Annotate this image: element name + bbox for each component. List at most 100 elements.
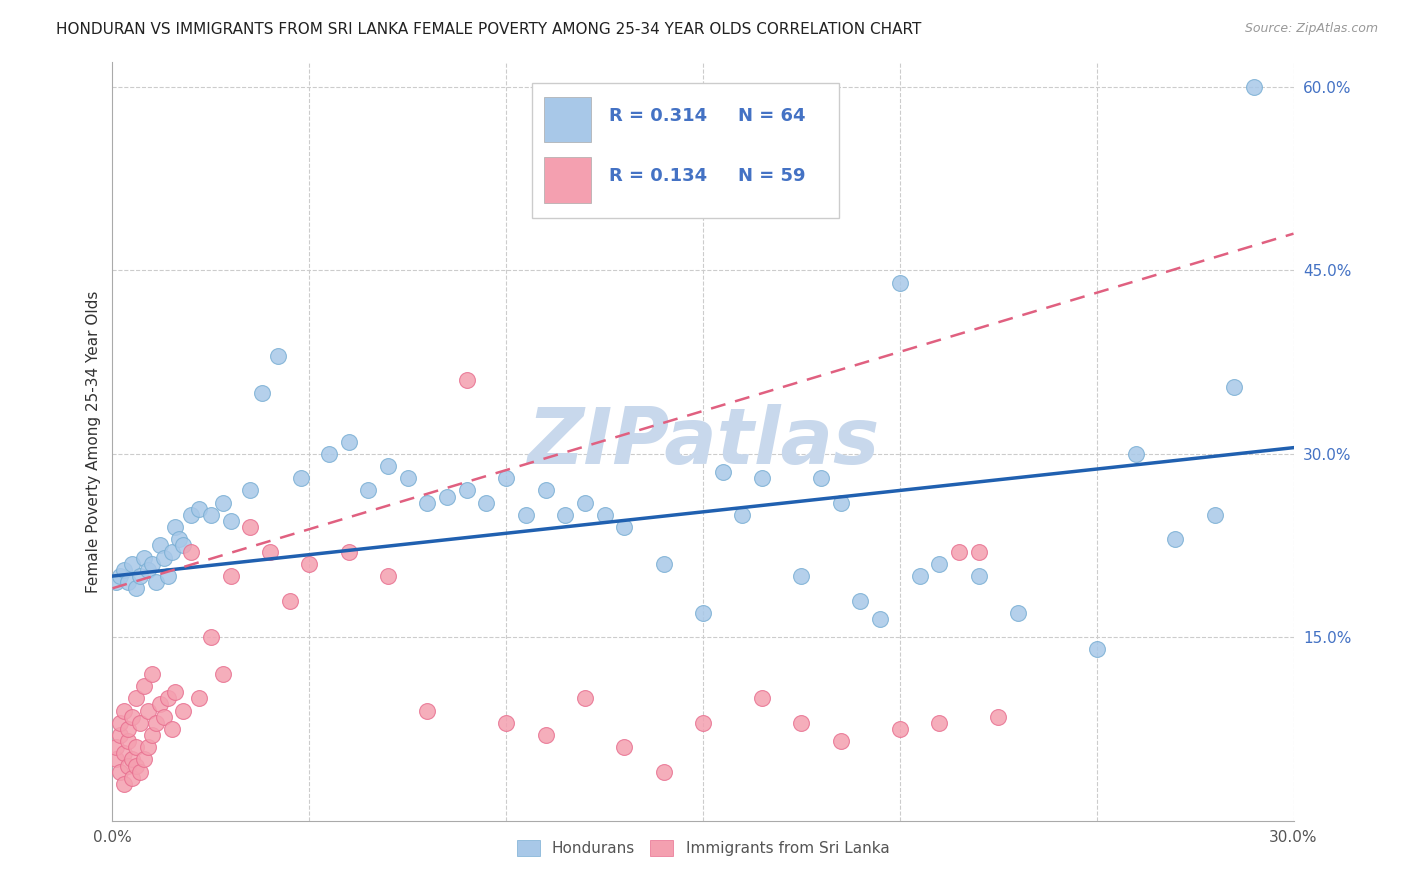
Point <box>121 771 143 785</box>
Point <box>711 465 734 479</box>
Point <box>129 715 152 730</box>
Point <box>298 557 321 571</box>
Point <box>790 569 813 583</box>
Point <box>156 569 179 583</box>
Point <box>121 557 143 571</box>
Point <box>593 508 616 522</box>
Point <box>849 593 872 607</box>
Point <box>121 752 143 766</box>
Point <box>1007 606 1029 620</box>
Point <box>112 777 135 791</box>
Point <box>830 734 852 748</box>
Point <box>180 544 202 558</box>
Point <box>692 606 714 620</box>
Y-axis label: Female Poverty Among 25-34 Year Olds: Female Poverty Among 25-34 Year Olds <box>86 291 101 592</box>
Point <box>125 758 148 772</box>
Point <box>554 508 576 522</box>
Point <box>967 544 990 558</box>
Point <box>278 593 301 607</box>
Point <box>652 764 675 779</box>
Point <box>156 691 179 706</box>
Point <box>475 496 498 510</box>
Point <box>830 496 852 510</box>
Point <box>495 471 517 485</box>
Point <box>112 704 135 718</box>
Point <box>211 496 233 510</box>
Point <box>188 501 211 516</box>
Text: R = 0.314: R = 0.314 <box>609 106 707 125</box>
Point <box>1223 379 1246 393</box>
Point <box>928 715 950 730</box>
Point <box>416 704 439 718</box>
Point <box>1164 533 1187 547</box>
Point <box>1243 79 1265 94</box>
Point <box>377 458 399 473</box>
Point <box>456 483 478 498</box>
Point <box>149 698 172 712</box>
Text: N = 59: N = 59 <box>738 167 806 186</box>
Point <box>125 691 148 706</box>
Point <box>149 539 172 553</box>
Point <box>105 740 128 755</box>
Point <box>239 483 262 498</box>
Text: R = 0.134: R = 0.134 <box>609 167 707 186</box>
Point <box>751 471 773 485</box>
Point <box>928 557 950 571</box>
Point <box>125 582 148 596</box>
Point <box>357 483 380 498</box>
Point <box>141 557 163 571</box>
Point <box>908 569 931 583</box>
Point <box>132 550 155 565</box>
Point <box>731 508 754 522</box>
Point <box>889 722 911 736</box>
Point <box>219 569 242 583</box>
Point <box>172 704 194 718</box>
Point <box>377 569 399 583</box>
Point <box>456 373 478 387</box>
Point <box>110 569 132 583</box>
Point <box>129 569 152 583</box>
Point <box>117 575 139 590</box>
Point <box>1085 642 1108 657</box>
Point <box>574 496 596 510</box>
Point <box>259 544 281 558</box>
Point <box>129 764 152 779</box>
Point <box>534 483 557 498</box>
Point <box>141 666 163 681</box>
Point <box>239 520 262 534</box>
Point <box>145 715 167 730</box>
Bar <box>544 96 591 142</box>
Point <box>160 722 183 736</box>
Point <box>652 557 675 571</box>
Point <box>869 612 891 626</box>
Point <box>152 709 174 723</box>
Point <box>613 740 636 755</box>
Point <box>416 496 439 510</box>
Point <box>267 349 290 363</box>
Point <box>110 728 132 742</box>
Point <box>188 691 211 706</box>
Point <box>211 666 233 681</box>
Point <box>145 575 167 590</box>
Point <box>200 630 222 644</box>
Point <box>534 728 557 742</box>
Point <box>200 508 222 522</box>
Point <box>290 471 312 485</box>
Bar <box>544 157 591 202</box>
Point <box>169 533 191 547</box>
Point <box>160 544 183 558</box>
Point <box>515 508 537 522</box>
Text: Source: ZipAtlas.com: Source: ZipAtlas.com <box>1244 22 1378 36</box>
Point <box>436 490 458 504</box>
Point <box>180 508 202 522</box>
Point <box>250 385 273 400</box>
Point <box>117 722 139 736</box>
Point <box>219 514 242 528</box>
Point <box>948 544 970 558</box>
Point <box>125 740 148 755</box>
Point <box>810 471 832 485</box>
Point <box>337 544 360 558</box>
Text: HONDURAN VS IMMIGRANTS FROM SRI LANKA FEMALE POVERTY AMONG 25-34 YEAR OLDS CORRE: HONDURAN VS IMMIGRANTS FROM SRI LANKA FE… <box>56 22 921 37</box>
Point <box>790 715 813 730</box>
Point <box>110 764 132 779</box>
